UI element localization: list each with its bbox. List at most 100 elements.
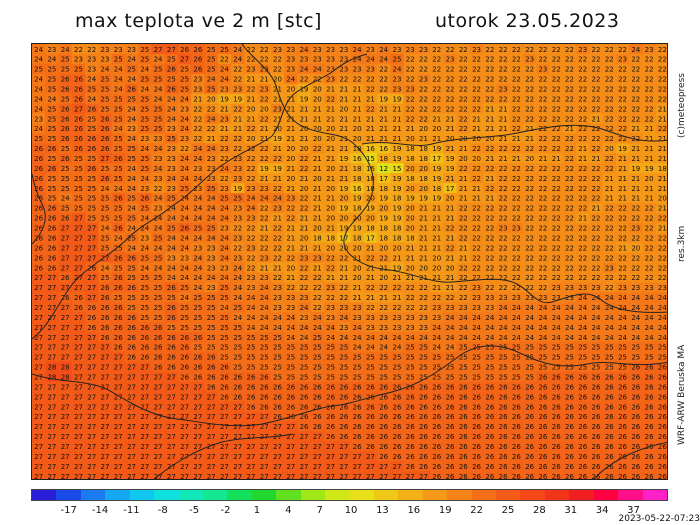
grid-value: 21 — [366, 95, 375, 103]
grid-value: 27 — [326, 453, 335, 461]
grid-cell — [509, 202, 524, 214]
grid-value: 22 — [499, 244, 508, 252]
grid-cell — [32, 173, 46, 184]
grid-cell — [416, 93, 431, 105]
grid-value: 23 — [326, 314, 335, 322]
grid-value: 22 — [472, 85, 481, 93]
grid-value: 26 — [61, 85, 70, 93]
grid-cell — [323, 83, 338, 95]
grid-value: 25 — [87, 185, 96, 193]
grid-value: 26 — [618, 463, 627, 471]
grid-value: 26 — [419, 413, 428, 421]
grid-cell — [32, 242, 46, 254]
grid-value: 23 — [167, 145, 176, 153]
grid-value: 25 — [260, 334, 269, 342]
grid-cell — [310, 44, 325, 55]
grid-value: 22 — [538, 284, 547, 292]
grid-cell — [363, 332, 378, 343]
grid-value: 24 — [233, 46, 242, 54]
grid-cell — [323, 332, 338, 343]
grid-value: 23 — [233, 155, 242, 163]
grid-cell — [58, 232, 73, 244]
grid-cell — [363, 421, 378, 432]
grid-value: 26 — [552, 374, 561, 382]
grid-cell — [98, 312, 113, 323]
grid-cell — [523, 53, 537, 65]
grid-value: 23 — [220, 115, 229, 123]
scale-swatch — [276, 490, 301, 500]
grid-value: 25 — [618, 344, 627, 352]
grid-cell — [589, 212, 604, 224]
grid-cell — [257, 53, 272, 65]
grid-value: 23 — [631, 225, 640, 233]
grid-value: 19 — [379, 95, 388, 103]
grid-cell — [549, 242, 564, 254]
grid-cell — [244, 282, 259, 293]
grid-cell — [98, 242, 113, 254]
grid-cell — [403, 421, 418, 432]
grid-value: 18 — [353, 165, 362, 173]
grid-cell — [589, 202, 604, 214]
grid-value: 25 — [207, 66, 216, 74]
grid-value: 26 — [592, 413, 601, 421]
grid-cell — [536, 123, 551, 134]
grid-value: 20 — [379, 205, 388, 213]
grid-value: 23 — [260, 66, 269, 74]
grid-value: 22 — [538, 264, 547, 272]
grid-cell — [483, 153, 498, 164]
grid-cell — [71, 381, 86, 393]
grid-cell — [496, 133, 511, 144]
grid-cell — [231, 371, 245, 383]
scale-swatch — [520, 490, 545, 500]
grid-cell — [602, 391, 617, 403]
grid-value: 22 — [366, 284, 375, 292]
grid-cell — [177, 411, 192, 423]
grid-value: 22 — [605, 254, 614, 262]
grid-value: 21 — [658, 115, 667, 123]
grid-value: 26 — [565, 383, 574, 391]
grid-value: 22 — [578, 195, 587, 203]
grid-value: 27 — [74, 254, 83, 262]
grid-cell — [217, 441, 232, 452]
grid-value: 25 — [140, 46, 149, 54]
grid-value: 26 — [339, 383, 348, 391]
grid-value: 23 — [286, 304, 295, 312]
grid-value: 27 — [140, 423, 149, 431]
grid-cell — [469, 53, 484, 65]
grid-cell — [244, 183, 259, 194]
grid-cell — [469, 441, 484, 452]
grid-value: 21 — [406, 274, 415, 282]
grid-cell — [430, 103, 444, 115]
grid-cell — [310, 411, 325, 423]
grid-value: 24 — [220, 215, 229, 223]
grid-cell — [363, 222, 378, 234]
grid-cell — [363, 371, 378, 383]
grid-value: 21 — [459, 175, 468, 183]
grid-value: 25 — [247, 334, 256, 342]
grid-value: 22 — [631, 115, 640, 123]
grid-cell — [390, 272, 405, 283]
grid-cell — [217, 163, 232, 174]
grid-value: 25 — [339, 344, 348, 352]
grid-cell — [284, 63, 299, 75]
grid-value: 27 — [300, 443, 309, 451]
grid-value: 25 — [167, 294, 176, 302]
grid-cell — [350, 441, 365, 452]
grid-cell — [231, 272, 245, 283]
grid-cell — [443, 83, 458, 95]
grid-cell — [629, 312, 644, 323]
grid-cell — [456, 371, 471, 383]
grid-value: 27 — [286, 443, 295, 451]
grid-cell — [390, 411, 405, 423]
grid-value: 23 — [260, 185, 269, 193]
grid-cell — [270, 232, 285, 244]
grid-cell — [71, 441, 86, 452]
grid-value: 19 — [392, 185, 401, 193]
grid-value: 22 — [538, 105, 547, 113]
grid-cell — [350, 192, 365, 204]
grid-cell — [642, 222, 657, 234]
grid-value: 25 — [87, 215, 96, 223]
grid-cell — [85, 83, 99, 95]
grid-cell — [310, 173, 325, 184]
grid-value: 22 — [300, 205, 309, 213]
